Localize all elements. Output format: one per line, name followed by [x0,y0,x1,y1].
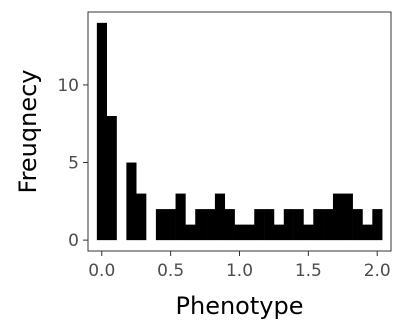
histogram-bar [372,209,383,241]
histogram-bar [136,193,147,241]
x-tick-label: 0.5 [157,261,184,281]
histogram-bar [175,193,186,241]
histogram-bar [323,209,334,241]
histogram-bar [165,209,176,241]
histogram-bar [342,193,353,241]
histogram-bar [106,115,117,241]
histogram-bar [185,224,196,241]
histogram-bar [362,224,373,241]
x-tick-label: 0.0 [88,261,115,281]
histogram-bar [205,209,216,241]
x-axis-title: Phenotype [176,292,304,320]
histogram-bar [273,224,285,241]
histogram-bar [293,209,304,241]
y-tick-label: 0 [68,231,79,251]
x-axis: 0.0 0.5 1.0 1.5 2.0 [88,251,391,281]
histogram-bar [234,224,245,241]
histogram-bar [264,209,275,241]
bars-group [96,22,383,241]
histogram-bar [214,193,226,241]
histogram-bar [254,209,265,241]
histogram-bar [303,224,314,241]
histogram-bar [96,22,107,241]
histogram-bar [332,193,344,241]
histogram-bar [352,209,363,241]
y-tick-label: 5 [68,154,79,174]
histogram-bar [313,209,324,241]
y-tick-label: 10 [57,76,79,96]
histogram-bar [283,209,294,241]
histogram-bar [195,209,206,241]
y-axis-title: Freuqnecy [14,70,42,194]
x-tick-label: 2.0 [364,261,391,281]
histogram-bar [155,209,167,241]
x-tick-label: 1.5 [295,261,322,281]
x-tick-label: 1.0 [226,261,253,281]
y-axis: 0 5 10 [57,76,88,251]
histogram-bar [126,162,137,241]
histogram-bar [224,209,235,241]
histogram-bar [244,224,255,241]
